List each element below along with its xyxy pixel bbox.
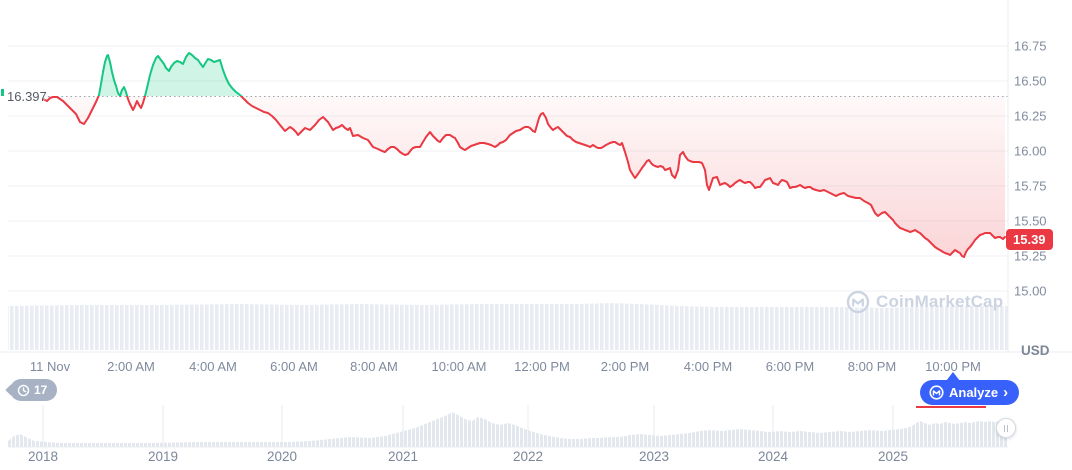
y-axis-label: 15.25 [1014, 248, 1047, 264]
analyze-tooltip-pointer [946, 372, 960, 381]
coinmarketcap-logo-icon [846, 290, 870, 314]
year-label: 2024 [757, 449, 789, 464]
x-axis-label: 11 Nov [29, 359, 71, 374]
x-axis-label: 6:00 AM [270, 359, 318, 374]
analyze-label: Analyze [949, 385, 999, 400]
year-label: 2020 [266, 449, 298, 464]
x-axis-label: 6:00 PM [765, 359, 815, 374]
coinmarketcap-logo-icon [929, 385, 944, 400]
minimap-drag-handle[interactable] [996, 418, 1016, 438]
x-axis-label: 8:00 AM [350, 359, 398, 374]
year-label: 2019 [147, 449, 179, 464]
year-label: 2021 [387, 449, 419, 464]
chevron-right-icon: › [1003, 383, 1009, 401]
year-label: 2023 [638, 449, 670, 464]
y-axis-label: 15.50 [1014, 213, 1047, 229]
y-axis-label: 15.75 [1014, 178, 1047, 194]
history-count: 17 [34, 383, 48, 397]
y-axis-label: 16.00 [1014, 143, 1047, 159]
x-axis-label: 12:00 PM [514, 359, 570, 374]
year-label: 2025 [877, 449, 909, 464]
watermark: CoinMarketCap [846, 290, 1003, 314]
y-axis-label: 16.50 [1014, 73, 1047, 89]
year-label: 2018 [27, 449, 59, 464]
y-axis-label: 16.25 [1014, 108, 1047, 124]
clock-history-icon [17, 384, 30, 396]
x-axis-label: 4:00 AM [189, 359, 237, 374]
x-axis-label: 4:00 PM [683, 359, 733, 374]
x-axis-label: 8:00 PM [847, 359, 897, 374]
current-price-badge: 15.39 [1006, 229, 1053, 250]
history-count-badge[interactable]: 17 [10, 379, 58, 401]
baseline-price-label: 16.397 [7, 89, 47, 104]
x-axis-label: 2:00 AM [107, 359, 155, 374]
y-axis-label: 15.00 [1014, 283, 1047, 299]
baseline-start-marker [1, 89, 4, 96]
year-label: 2022 [512, 449, 544, 464]
analyze-button[interactable]: Analyze › [920, 380, 1020, 405]
x-axis-label: 10:00 PM [925, 359, 981, 374]
watermark-text: CoinMarketCap [876, 292, 1004, 311]
currency-label: USD [1021, 343, 1050, 358]
x-axis-label: 10:00 AM [431, 359, 487, 374]
x-axis-label: 2:00 PM [600, 359, 650, 374]
y-axis-label: 16.75 [1014, 38, 1047, 54]
